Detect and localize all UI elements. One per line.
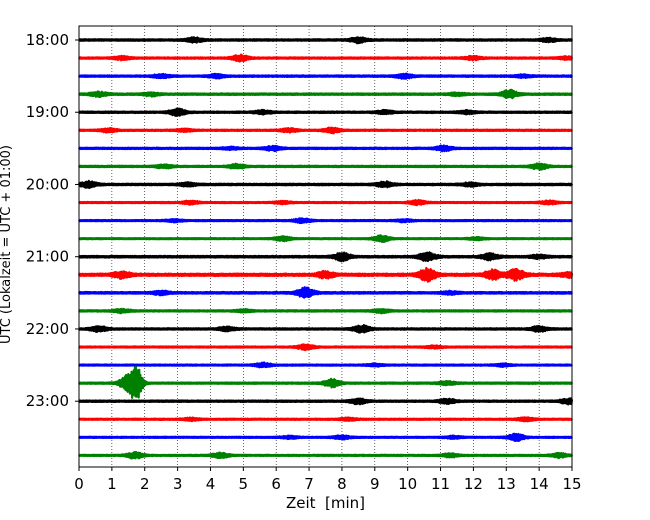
trace-1900: [77, 107, 573, 118]
seismogram-traces: [77, 36, 574, 460]
trace-2215: [78, 343, 573, 352]
trace-2015: [78, 198, 573, 207]
x-tick-label: 10: [398, 475, 417, 493]
y-tick-label: 20:00: [26, 175, 69, 193]
trace-2045: [78, 234, 573, 244]
trace-2200: [78, 324, 574, 334]
x-tick-label: 13: [497, 475, 516, 493]
x-tick-label: 15: [562, 475, 581, 493]
trace-2115: [77, 266, 574, 283]
x-tick-label: 4: [206, 475, 216, 493]
x-tick-label: 3: [173, 475, 183, 493]
y-axis-ticks: 18:00 19:00 20:00 21:00 22:00 23:00: [26, 31, 79, 410]
x-tick-label: 1: [107, 475, 117, 493]
x-tick-label: 8: [337, 475, 347, 493]
trace-1930: [78, 144, 573, 153]
trace-2345: [78, 450, 574, 460]
x-tick-label: 6: [271, 475, 281, 493]
trace-1800: [78, 36, 574, 45]
trace-2000: [77, 179, 574, 189]
x-tick-label: 12: [464, 475, 483, 493]
x-axis-label: Zeit [min]: [285, 494, 366, 512]
y-tick-label: 21:00: [26, 248, 69, 266]
x-tick-label: 9: [370, 475, 380, 493]
trace-2315: [78, 416, 573, 423]
trace-2330: [78, 432, 573, 442]
trace-1845: [78, 88, 573, 100]
y-tick-label: 19:00: [26, 103, 69, 121]
x-tick-label: 11: [431, 475, 450, 493]
y-tick-label: 23:00: [26, 392, 69, 410]
trace-1815: [77, 53, 574, 63]
trace-2030: [78, 217, 573, 225]
trace-2245: [78, 366, 573, 399]
trace-2300: [78, 397, 574, 406]
x-tick-label: 2: [140, 475, 150, 493]
y-tick-label: 18:00: [26, 31, 69, 49]
x-tick-label: 0: [74, 475, 84, 493]
x-tick-label: 14: [530, 475, 549, 493]
x-tick-label: 7: [304, 475, 314, 493]
trace-1915: [78, 126, 573, 135]
y-axis-label: UTC (Lokalzeit = UTC + 01:00): [0, 145, 14, 344]
trace-1945: [78, 162, 573, 172]
trace-2100: [77, 251, 574, 263]
y-tick-label: 22:00: [26, 320, 69, 338]
x-tick-label: 5: [239, 475, 249, 493]
trace-2145: [78, 307, 573, 315]
trace-2230: [78, 361, 573, 369]
plot-frame: [78, 25, 573, 468]
trace-2130: [77, 286, 573, 299]
trace-1830: [77, 72, 574, 80]
x-axis-ticks: 0 1 2 3 4 5 6 7 8 9 10 11 12 13 14 15: [74, 467, 582, 493]
